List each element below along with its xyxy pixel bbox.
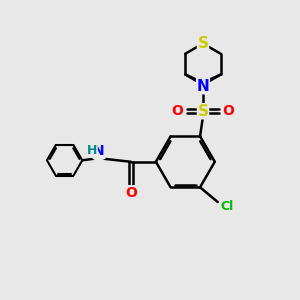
Text: H: H — [87, 144, 97, 157]
Text: S: S — [197, 104, 208, 119]
Text: N: N — [93, 145, 105, 158]
Text: O: O — [171, 104, 183, 118]
Text: Cl: Cl — [220, 200, 233, 213]
Text: N: N — [196, 79, 209, 94]
Text: O: O — [125, 186, 137, 200]
Text: S: S — [197, 36, 208, 51]
Text: O: O — [223, 104, 235, 118]
